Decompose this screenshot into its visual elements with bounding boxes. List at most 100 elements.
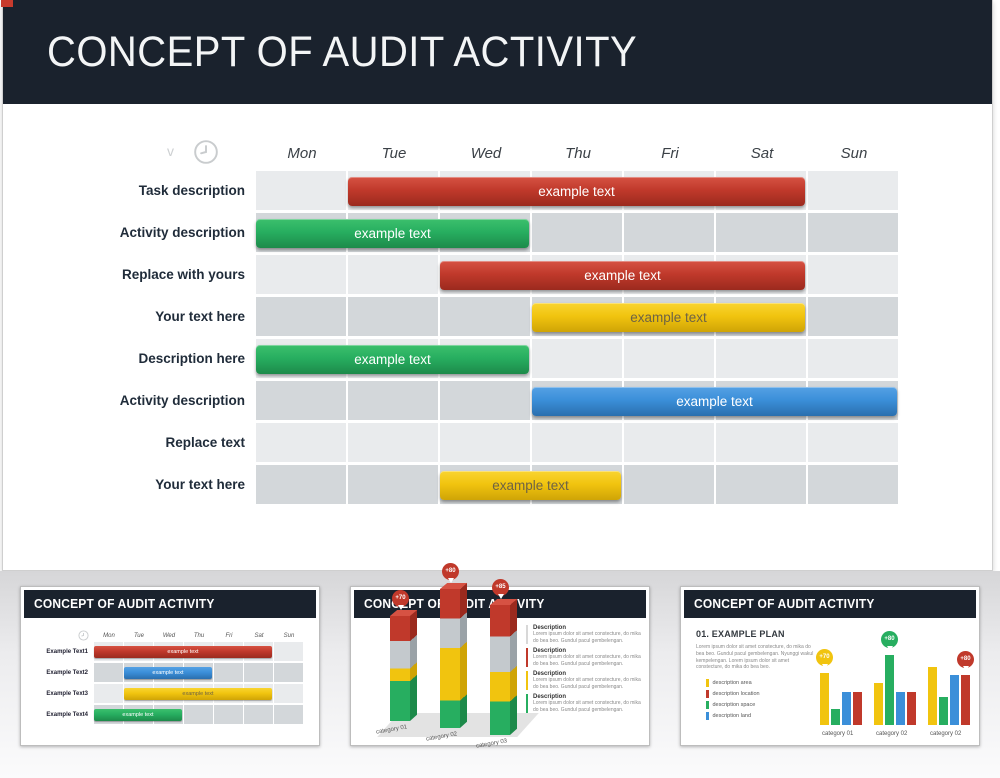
thumbnail-1-title: CONCEPT OF AUDIT ACTIVITY: [34, 597, 215, 611]
mini-gantt-row-cells: example text: [94, 663, 304, 684]
day-label: Fri: [661, 144, 679, 162]
bar-front-face: [390, 616, 410, 721]
gantt-cell: [440, 297, 532, 339]
group-bar: [950, 675, 959, 725]
group-bar: [842, 692, 851, 725]
description-list: Description Lorem ipsum dolor sit amet co…: [526, 625, 642, 717]
category-label: category 03: [475, 738, 508, 750]
gantt-cell: [808, 339, 900, 381]
gantt-bar: example text: [256, 219, 529, 248]
plan-title: 01. EXAMPLE PLAN: [696, 629, 785, 639]
gantt-cell: [348, 255, 440, 297]
slide-header: CONCEPT OF AUDIT ACTIVITY: [3, 0, 992, 104]
day-label: Sun: [840, 144, 868, 162]
thumbnail-slide-gantt[interactable]: CONCEPT OF AUDIT ACTIVITY Mon Tue Wed Thu Fr…: [20, 586, 320, 746]
group-bar: [896, 692, 905, 725]
description-text: Lorem ipsum dolor sit amet constecture, …: [533, 677, 641, 690]
gantt-cell: [808, 255, 900, 297]
mini-gantt-row-cells: example text: [94, 705, 304, 726]
description-item: Description Lorem ipsum dolor sit amet co…: [526, 648, 642, 667]
stacked-3d-bar: [440, 583, 468, 728]
mini-gantt-row: Example Text4 example text: [34, 705, 304, 726]
description-item: Description Lorem ipsum dolor sit amet co…: [526, 625, 642, 644]
marker-balloon: +80: [957, 651, 974, 671]
gantt-cell: [256, 297, 348, 339]
legend-item: description location: [706, 690, 814, 698]
gantt-cell: [256, 255, 348, 297]
gantt-row-label: Your text here: [155, 309, 245, 324]
thumbnail-3-header: CONCEPT OF AUDIT ACTIVITY: [684, 590, 976, 618]
group-bar: [831, 709, 840, 725]
gantt-row-label: Activity description: [119, 225, 245, 240]
gantt-cell: [348, 423, 440, 465]
gantt-cell: [348, 381, 440, 423]
legend-label: description area: [712, 680, 752, 686]
grouped-bar-chart: category 01 category 02 category 02 +70 +80 +…: [816, 621, 976, 743]
mini-gantt-row: Example Text2 example text: [34, 663, 304, 684]
gantt-row-label: Your text here: [155, 477, 245, 492]
gantt-bar: example text: [440, 471, 621, 500]
day-label: Mon: [287, 144, 317, 162]
day-label: Wed: [162, 632, 176, 639]
description-item: Description Lorem ipsum dolor sit amet co…: [526, 671, 642, 690]
gantt-cell: [274, 684, 304, 705]
gantt-row-cells: example text: [256, 171, 900, 213]
gantt-row: Task description example text: [3, 171, 963, 213]
marker-balloon: +80: [881, 631, 898, 651]
gantt-cell: [808, 171, 900, 213]
thumbnail-slide-grouped-bars[interactable]: CONCEPT OF AUDIT ACTIVITY 01. EXAMPLE PL…: [680, 586, 980, 746]
gantt-cell: [532, 423, 624, 465]
gantt-cell: [244, 663, 274, 684]
thumbnail-1-header: CONCEPT OF AUDIT ACTIVITY: [24, 590, 316, 618]
gantt-row: Replace text: [3, 423, 963, 465]
legend-color-mark: [706, 679, 709, 687]
gantt-cell: [244, 705, 274, 726]
legend-color-mark: [706, 690, 709, 698]
gantt-cell: [716, 465, 808, 507]
gantt-row-label: Description here: [138, 351, 245, 366]
mini-gantt-row: Example Text1 example text: [34, 642, 304, 663]
gantt-row: Your text here example text: [3, 297, 963, 339]
group-bar: [874, 683, 883, 725]
gantt-bar: example text: [532, 387, 897, 416]
bar-side-face: [510, 598, 517, 735]
description-item: Description Lorem ipsum dolor sit amet co…: [526, 694, 642, 713]
bar-side-face: [460, 583, 467, 728]
main-slide: CONCEPT OF AUDIT ACTIVITY v Mon Tue Wed Thu…: [1, 0, 993, 571]
category-label: category 01: [822, 731, 854, 737]
description-title: Description: [533, 694, 567, 700]
gantt-row-cells: example text: [256, 255, 900, 297]
bar-front-face: [490, 604, 510, 735]
gantt-row-cells: example text: [256, 213, 900, 255]
group-bar: [853, 692, 862, 725]
gantt-row-cells: example text: [256, 297, 900, 339]
gantt-cell: [716, 339, 808, 381]
gantt-cell: [274, 663, 304, 684]
marker-balloon: +85: [492, 578, 509, 599]
mini-gantt-row-cells: example text: [94, 642, 304, 663]
gantt-cell: [94, 663, 124, 684]
plan-info-panel: 01. EXAMPLE PLAN Lorem ipsum dolor sit am…: [696, 629, 814, 723]
gantt-cell: [348, 297, 440, 339]
legend-item: description area: [706, 679, 814, 687]
description-title: Description: [533, 671, 567, 677]
gantt-row-label: Activity description: [119, 393, 245, 408]
stacked-3d-bar: [390, 609, 418, 721]
marker-balloon: +70: [816, 649, 833, 669]
mini-gantt-head-left: [34, 629, 94, 642]
gantt-row-label: Task description: [138, 183, 245, 198]
gantt-row-label: Replace with yours: [121, 267, 245, 282]
day-label: Tue: [134, 632, 144, 639]
gantt-cell: [808, 423, 900, 465]
legend-color-mark: [706, 712, 709, 720]
description-text: Lorem ipsum dolor sit amet constecture, …: [533, 631, 641, 644]
gantt-row-cells: example text: [256, 465, 900, 507]
gantt-row-label: Replace text: [165, 435, 245, 450]
stacked-3d-bar: [490, 598, 518, 735]
group-bar: [907, 692, 916, 725]
mini-gantt-row-label: Example Text2: [46, 670, 88, 676]
gantt-cell: [256, 465, 348, 507]
bar-side-face: [410, 609, 417, 721]
